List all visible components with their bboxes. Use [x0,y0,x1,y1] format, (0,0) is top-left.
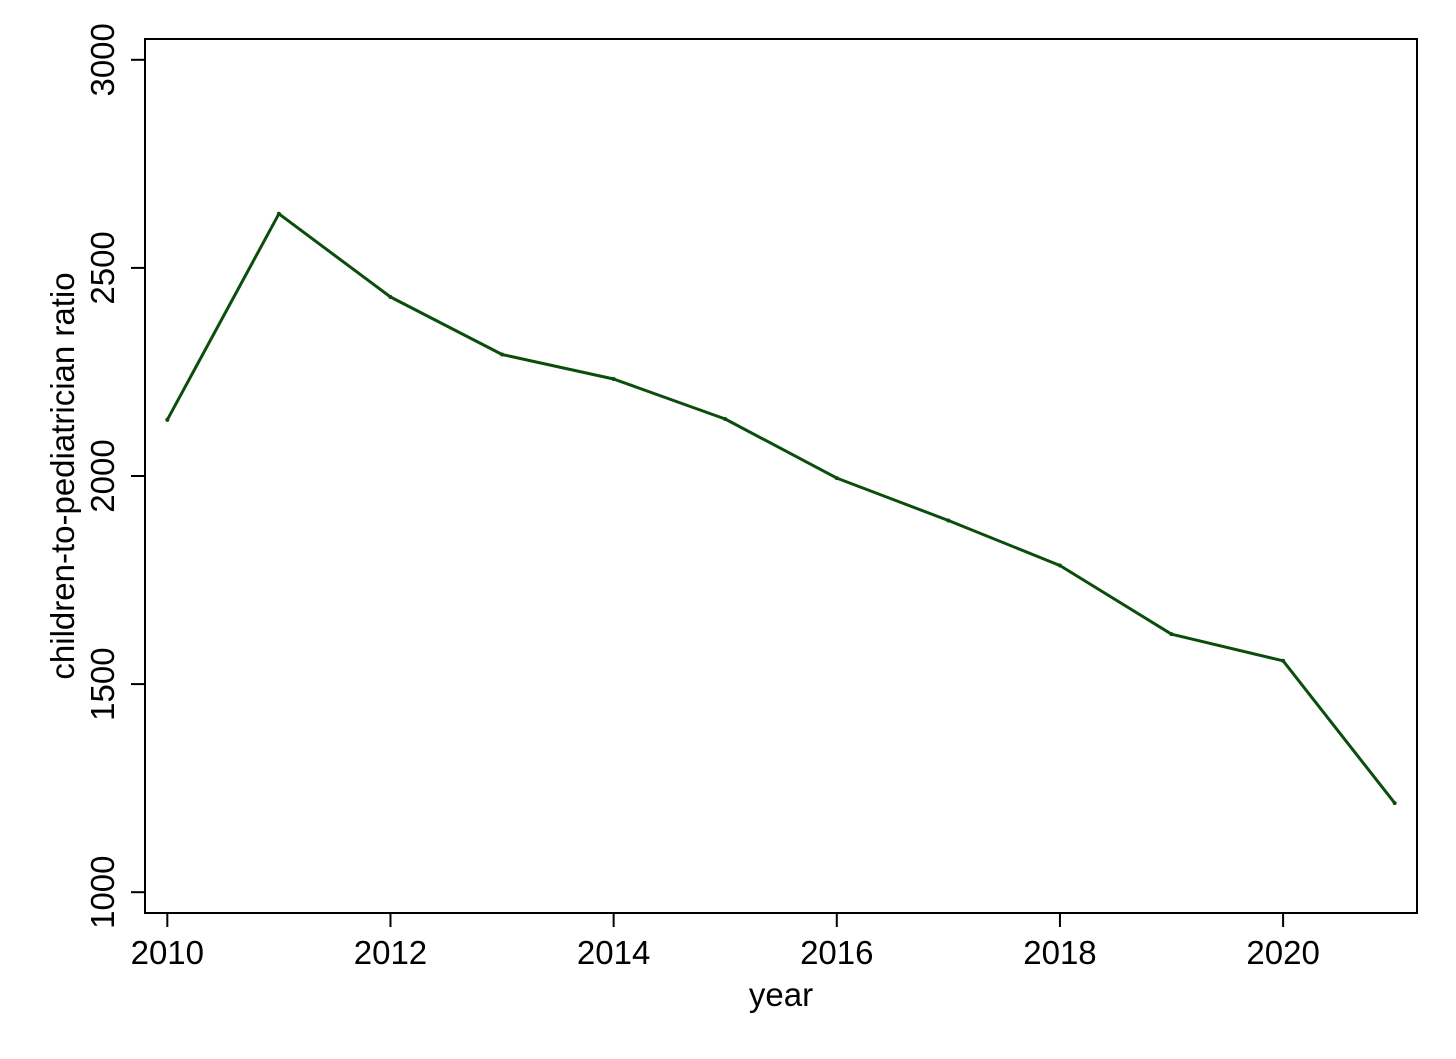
x-tick-label: 2018 [1023,934,1096,971]
data-point [500,352,505,357]
data-point [1392,801,1397,806]
x-tick-label: 2010 [131,934,204,971]
data-point [946,518,951,523]
y-axis-title: children-to-pediatrician ratio [44,272,81,679]
x-tick-label: 2012 [354,934,427,971]
series-line [165,212,1396,805]
x-tick-label: 2020 [1246,934,1319,971]
data-point [1057,563,1062,568]
data-point [1281,658,1286,663]
y-tick-label: 2500 [84,231,121,304]
data-point [1169,632,1174,637]
data-point [611,377,616,382]
data-point [834,476,839,481]
x-tick-label: 2016 [800,934,873,971]
x-axis-title: year [749,976,813,1013]
data-point [723,416,728,421]
y-axis-ticks: 1000 1500 2000 2500 3000 [84,23,145,929]
data-point [276,211,281,216]
y-tick-label: 1000 [84,855,121,928]
y-tick-label: 1500 [84,647,121,720]
series-layer [165,211,1397,806]
data-point [388,295,393,300]
plot-frame [144,38,1418,914]
x-axis-ticks: 2010 2012 2014 2016 2018 2020 [131,913,1320,971]
y-tick-label: 2000 [84,439,121,512]
x-tick-label: 2014 [577,934,650,971]
y-tick-label: 3000 [84,23,121,96]
data-point [165,417,170,422]
